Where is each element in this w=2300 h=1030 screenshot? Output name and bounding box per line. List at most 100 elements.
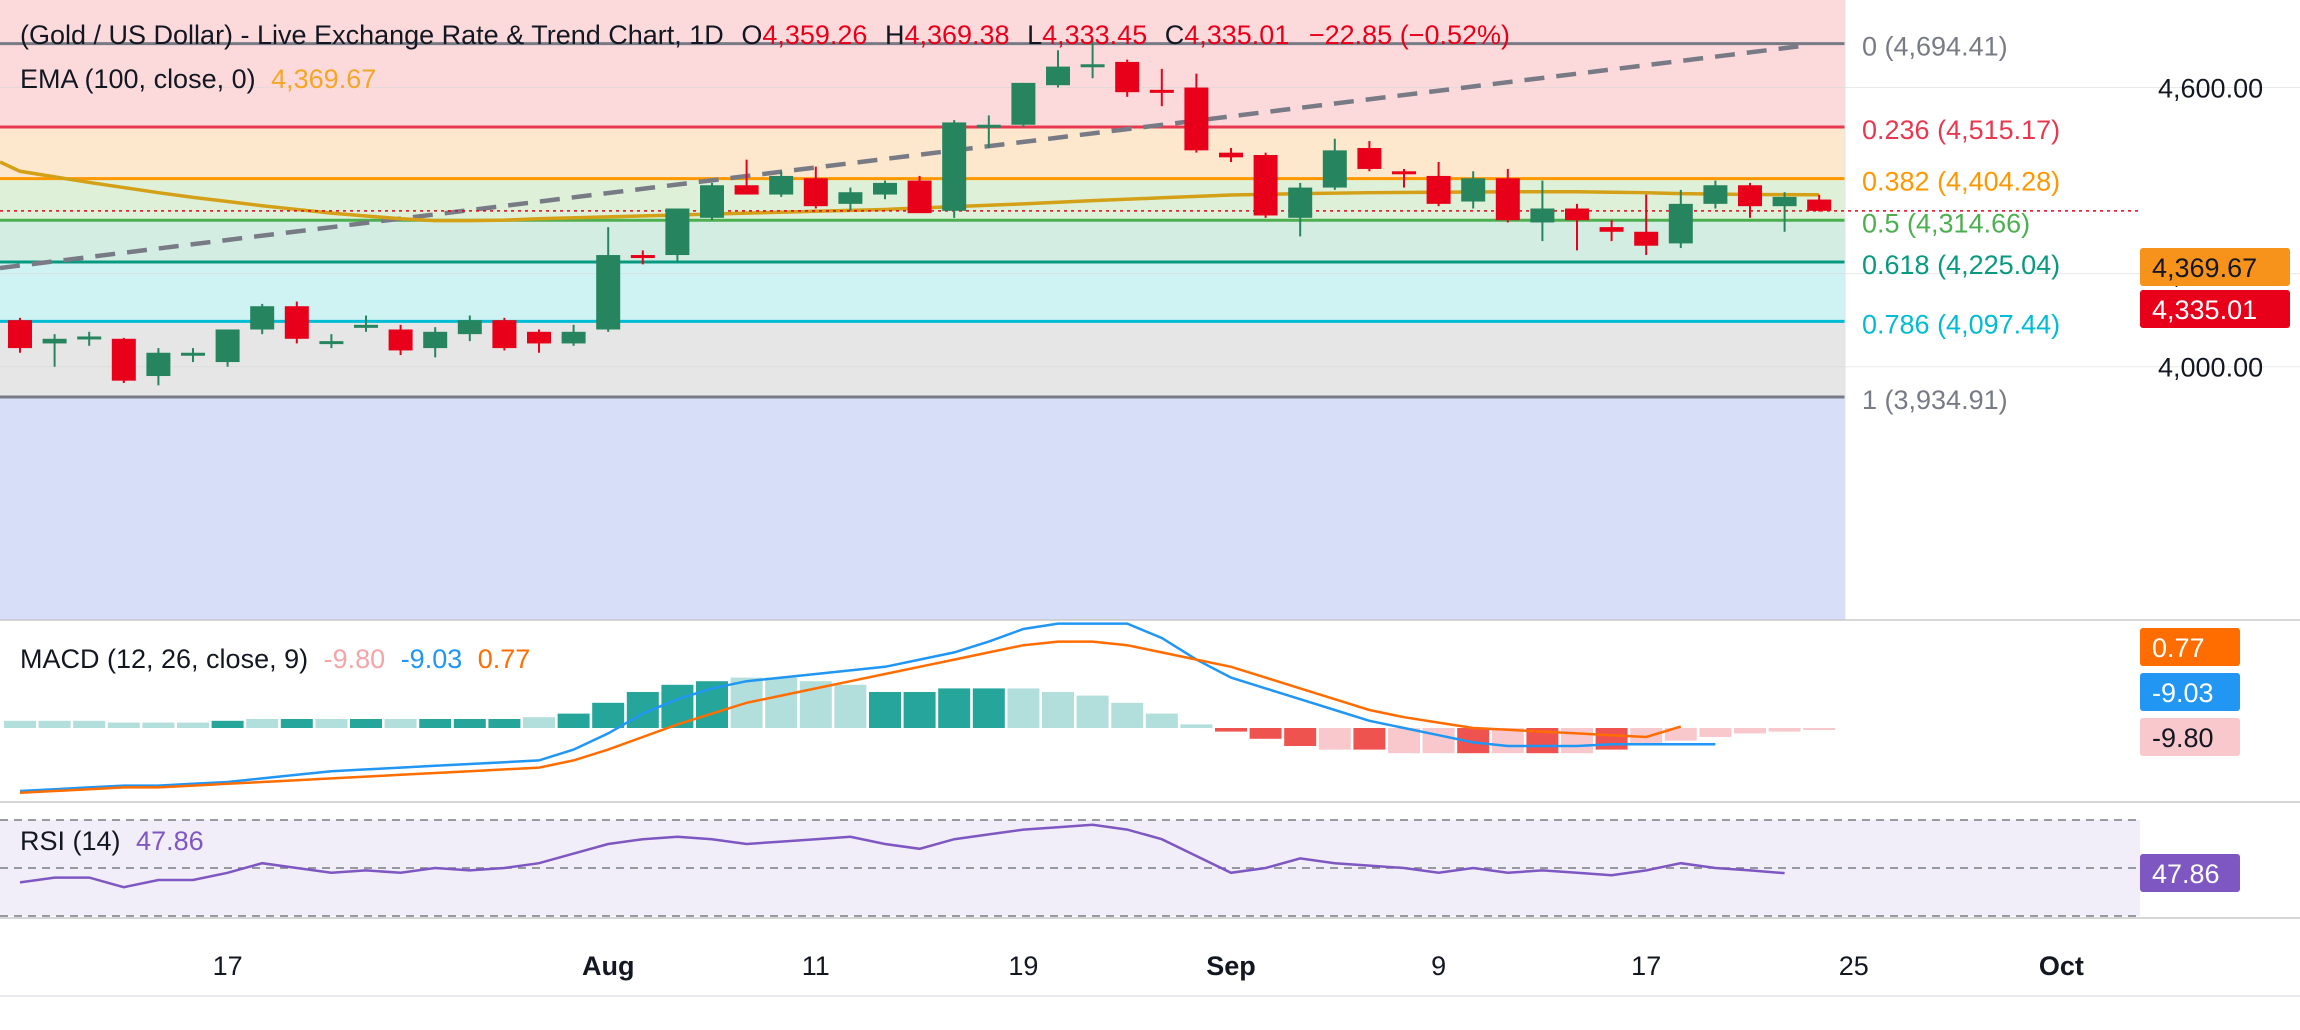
close-label: C xyxy=(1164,20,1185,50)
macd-hist-bar-48 xyxy=(1664,728,1697,741)
macd-badge-text-2: -9.80 xyxy=(2152,723,2214,753)
macd-hist-bar-24 xyxy=(834,684,867,728)
fib-label-5: 0.786 (4,097.44) xyxy=(1862,309,2060,339)
candle-body-26 xyxy=(907,180,932,214)
x-tick-label-8: Oct xyxy=(2039,951,2084,981)
candle-body-17 xyxy=(596,255,621,330)
candle-body-13 xyxy=(457,320,482,335)
macd-hist-bar-5 xyxy=(177,722,209,728)
x-tick-label-4: Sep xyxy=(1206,951,1256,981)
macd-hist-bar-39 xyxy=(1353,728,1386,750)
price-tick-label-0: 4,000.00 xyxy=(2158,353,2263,383)
candle-body-22 xyxy=(769,175,794,195)
fib-zone-3 xyxy=(0,220,1845,262)
low-label: L xyxy=(1027,20,1043,50)
macd-hist-bar-13 xyxy=(453,719,486,728)
x-tick-label-7: 25 xyxy=(1839,951,1869,981)
fib-zone-extension xyxy=(0,397,1845,620)
candle-body-15 xyxy=(527,331,551,344)
macd-hist-bar-31 xyxy=(1076,695,1109,728)
ema-price-badge xyxy=(2140,248,2290,286)
macd-line-value: -9.03 xyxy=(400,644,463,674)
candle-body-12 xyxy=(423,331,448,349)
macd-hist-bar-15 xyxy=(523,717,555,728)
rsi-badge-text: 47.86 xyxy=(2152,859,2220,889)
macd-hist-bar-40 xyxy=(1388,728,1420,754)
chart-header: (Gold / US Dollar) - Live Exchange Rate … xyxy=(20,20,1510,51)
macd-badge-text-0: 0.77 xyxy=(2152,633,2205,663)
fib-zone-5 xyxy=(0,321,1845,397)
macd-hist-bar-30 xyxy=(1042,692,1074,728)
candle-body-11 xyxy=(388,329,413,351)
x-tick-label-2: 11 xyxy=(802,951,830,981)
candle-body-42 xyxy=(1461,178,1486,202)
macd-hist-bar-16 xyxy=(557,713,590,728)
macd-badge-0 xyxy=(2140,628,2240,666)
macd-hist-bar-3 xyxy=(107,722,140,728)
ema-legend-value: 4,369.67 xyxy=(271,64,377,94)
candle-body-49 xyxy=(1703,185,1728,204)
candle-body-2 xyxy=(77,336,102,340)
trend-dashed-line xyxy=(0,43,1806,271)
fib-zone-top xyxy=(0,0,1845,44)
macd-hist-bar-46 xyxy=(1595,728,1628,750)
open-label: O xyxy=(741,20,763,50)
macd-hist-bar-26 xyxy=(903,692,936,728)
x-tick-label-3: 19 xyxy=(1008,951,1038,981)
open-value: 4,359.26 xyxy=(762,20,868,50)
macd-hist-value: -9.80 xyxy=(323,644,386,674)
candle-body-1 xyxy=(42,338,67,344)
fib-label-2: 0.382 (4,404.28) xyxy=(1862,167,2060,197)
macd-hist-bar-7 xyxy=(246,719,279,728)
low-value: 4,333.45 xyxy=(1042,20,1148,50)
candle-body-21 xyxy=(734,185,759,195)
macd-hist-bar-17 xyxy=(592,702,625,728)
rsi-line xyxy=(19,823,1785,889)
candle-body-45 xyxy=(1565,208,1589,221)
macd-hist-bar-12 xyxy=(419,719,452,728)
macd-hist-bar-14 xyxy=(488,719,521,728)
rsi-badge xyxy=(2140,854,2240,892)
candle-body-9 xyxy=(319,341,344,345)
candle-body-20 xyxy=(700,185,724,218)
macd-legend: MACD (12, 26, close, 9) -9.80 -9.03 0.77 xyxy=(20,644,530,675)
candle-body-38 xyxy=(1322,150,1347,188)
close-price-badge-text: 4,335.01 xyxy=(2152,295,2257,325)
rsi-legend-label: RSI (14) xyxy=(20,826,121,856)
macd-hist-bar-34 xyxy=(1180,724,1213,728)
candle-body-8 xyxy=(284,306,309,339)
candle-body-46 xyxy=(1599,227,1624,232)
candle-body-47 xyxy=(1634,231,1659,246)
fib-zone-4 xyxy=(0,262,1845,322)
macd-hist-bar-10 xyxy=(350,719,382,728)
candle-body-31 xyxy=(1080,64,1105,68)
candle-body-40 xyxy=(1392,171,1416,175)
macd-hist-bar-35 xyxy=(1215,728,1247,732)
x-tick-label-0: 17 xyxy=(213,951,243,981)
macd-badge-2 xyxy=(2140,718,2240,756)
close-price-badge xyxy=(2140,290,2290,328)
candle-body-27 xyxy=(942,122,967,211)
candle-body-41 xyxy=(1426,175,1451,204)
candle-body-33 xyxy=(1149,89,1174,93)
macd-hist-bar-1 xyxy=(38,720,71,728)
candle-body-32 xyxy=(1115,61,1140,93)
macd-badge-text-1: -9.03 xyxy=(2152,678,2214,708)
candle-body-10 xyxy=(354,324,378,328)
macd-hist-bar-28 xyxy=(972,688,1005,728)
macd-hist-bar-32 xyxy=(1111,702,1144,728)
macd-hist-bar-49 xyxy=(1699,728,1732,737)
macd-hist-bar-11 xyxy=(384,719,417,728)
macd-hist-bar-2 xyxy=(73,720,106,728)
rsi-legend-value: 47.86 xyxy=(136,826,204,856)
macd-hist-bar-25 xyxy=(869,692,901,728)
macd-hist-bar-29 xyxy=(1007,688,1040,728)
change-value: −22.85 (−0.52%) xyxy=(1308,20,1511,50)
macd-hist-bar-27 xyxy=(938,688,971,728)
macd-hist-bar-0 xyxy=(4,720,36,728)
fib-label-6: 1 (3,934.91) xyxy=(1862,385,2008,415)
candle-body-36 xyxy=(1253,154,1278,216)
macd-hist-bar-4 xyxy=(142,722,175,728)
fib-label-4: 0.618 (4,225.04) xyxy=(1862,250,2060,280)
